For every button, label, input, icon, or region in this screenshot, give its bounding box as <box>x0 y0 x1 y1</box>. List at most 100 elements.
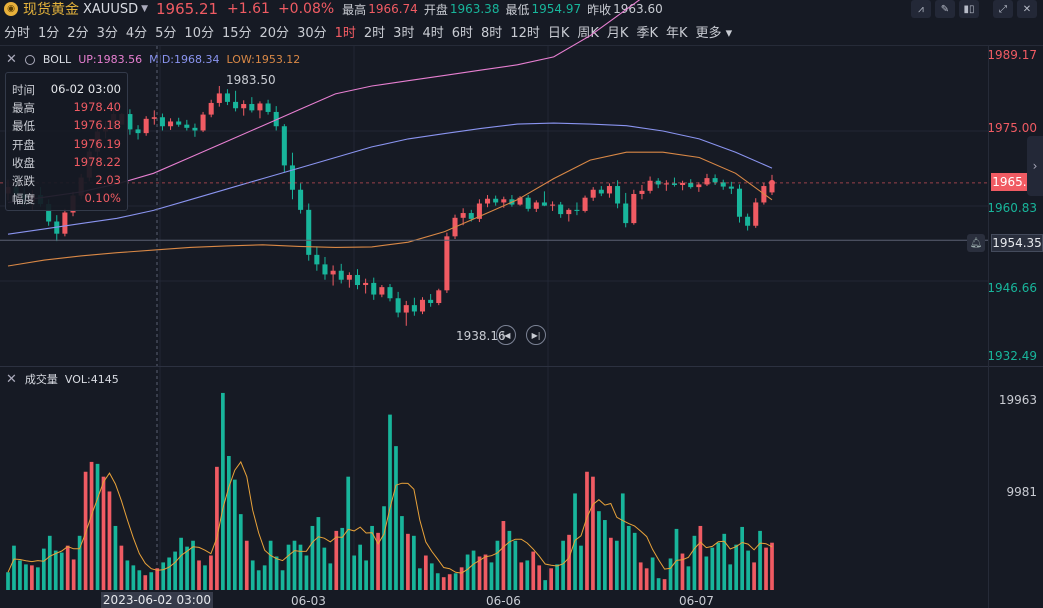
timeframe-9[interactable]: 30分 <box>297 25 327 41</box>
volume-bar <box>668 558 673 590</box>
candle-body <box>533 202 539 209</box>
close-icon[interactable]: ✕ <box>1017 0 1037 18</box>
indicator-icon[interactable]: ⩘ <box>911 0 931 18</box>
volume-bar <box>310 525 315 590</box>
candle-body <box>46 204 52 222</box>
volume-bar <box>626 525 631 590</box>
volume-bar <box>203 565 207 590</box>
timeframe-18[interactable]: 周K <box>577 25 599 41</box>
timeframe-15[interactable]: 8时 <box>481 25 503 41</box>
bell-icon[interactable]: 🔔︎ <box>967 234 985 252</box>
timeframe-21[interactable]: 年K <box>665 25 688 41</box>
candle-body <box>354 274 361 286</box>
timeframe-3[interactable]: 3分 <box>96 25 118 41</box>
tooltip-key: 涨跌 <box>12 173 35 188</box>
volume-bar <box>591 476 595 590</box>
volume-bar <box>149 572 154 590</box>
volume-bar <box>107 491 112 590</box>
timeframe-12[interactable]: 3时 <box>393 25 415 41</box>
candle-body <box>395 298 401 313</box>
volume-bar <box>59 552 64 590</box>
candle-body <box>736 188 743 217</box>
draw-icon[interactable]: ✎ <box>935 0 955 18</box>
symbol-name[interactable]: 现货黄金 <box>23 2 79 18</box>
close-icon[interactable]: ✕ <box>6 371 17 387</box>
timeframe-5[interactable]: 5分 <box>155 25 177 41</box>
volume-bar <box>406 533 410 590</box>
timeframe-1[interactable]: 1分 <box>38 25 60 41</box>
timeframe-22[interactable]: 更多 ▾ <box>695 25 733 41</box>
tooltip-value: 2.03 <box>95 172 121 187</box>
volume-bar <box>519 562 524 590</box>
candle-body <box>411 305 417 312</box>
volume-bar <box>435 573 440 590</box>
timeframe-2[interactable]: 2分 <box>67 25 89 41</box>
volume-bar <box>585 471 589 590</box>
timeframe-11[interactable]: 2时 <box>363 25 386 41</box>
timeframe-0[interactable]: 分时 <box>4 25 31 41</box>
volume-bar <box>543 580 548 590</box>
timeframe-19[interactable]: 月K <box>606 25 629 41</box>
candle-body <box>379 287 385 295</box>
timeframe-4[interactable]: 4分 <box>125 25 148 41</box>
candle-body <box>346 274 352 280</box>
date-axis-label: 06-06 <box>486 594 521 608</box>
timeframe-14[interactable]: 6时 <box>451 25 474 41</box>
price-axis-label: 1989.17 <box>987 48 1037 62</box>
candle-body <box>663 183 669 185</box>
timeframe-8[interactable]: 20分 <box>259 25 290 41</box>
candle-body <box>623 203 629 224</box>
candle-body <box>468 213 474 219</box>
next-icon[interactable]: ▶| <box>526 325 546 345</box>
candle-type-icon[interactable]: ▮▯ <box>959 0 979 18</box>
chevron-right-icon[interactable]: › <box>1027 136 1043 196</box>
volume-bar <box>268 540 273 590</box>
candle-body <box>517 197 523 205</box>
price-change-pct: +0.08% <box>277 1 335 17</box>
timeframe-20[interactable]: 季K <box>636 25 658 41</box>
volume-bar <box>298 544 303 590</box>
volume-bar <box>710 547 715 590</box>
timeframe-10[interactable]: 1时 <box>334 25 356 41</box>
tooltip-value: 0.10% <box>84 191 121 206</box>
volume-bar <box>644 568 649 590</box>
volume-bar <box>579 545 583 590</box>
volume-bar <box>662 579 667 590</box>
chevron-down-icon[interactable]: ▼ <box>141 4 149 14</box>
volume-bar <box>597 511 601 590</box>
volume-bar <box>507 530 512 590</box>
volume-bar <box>119 545 124 590</box>
volume-bar <box>417 568 422 590</box>
volume-bar <box>674 528 679 590</box>
symbol-code[interactable]: XAUUSD <box>83 1 139 17</box>
tooltip-key: 收盘 <box>12 155 35 170</box>
gear-icon[interactable] <box>24 54 35 65</box>
price-axis-label: 1932.49 <box>987 349 1037 363</box>
candle-body <box>298 189 304 210</box>
volume-bar <box>286 544 291 590</box>
candle-body <box>704 178 710 185</box>
volume-bar <box>388 414 392 590</box>
candle-body <box>558 204 564 215</box>
volume-bar <box>513 540 518 590</box>
timeframe-6[interactable]: 10分 <box>184 25 214 41</box>
volume-ma-line <box>7 460 773 574</box>
candle-body <box>387 287 393 299</box>
price-axis-label: 1946.66 <box>987 281 1037 295</box>
tooltip-key: 开盘 <box>12 137 35 152</box>
timeframe-16[interactable]: 12时 <box>510 25 540 41</box>
prev-icon[interactable]: |◀ <box>496 325 516 345</box>
last-price: 1965.21 <box>156 0 219 18</box>
fullscreen-icon[interactable]: ⤢ <box>993 0 1013 18</box>
boll-low: LOW:1953.12 <box>226 53 301 66</box>
volume-bar <box>465 554 470 590</box>
timeframe-13[interactable]: 4时 <box>422 25 444 41</box>
timeframe-17[interactable]: 日K <box>547 25 570 41</box>
volume-bar <box>525 560 530 590</box>
close-icon[interactable]: ✕ <box>6 52 17 67</box>
candle-body <box>745 216 751 226</box>
timeframe-7[interactable]: 15分 <box>221 25 252 41</box>
tooltip-row: 收盘 1978.22 <box>12 155 121 173</box>
candle-body <box>485 198 491 204</box>
